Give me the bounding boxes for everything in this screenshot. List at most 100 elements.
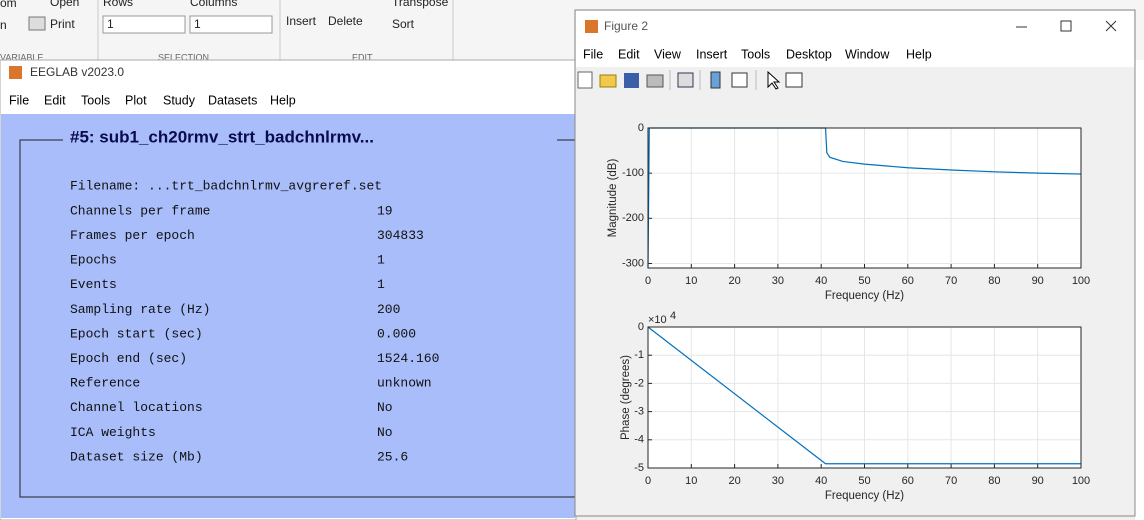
row-value: 200: [377, 302, 400, 317]
x-axis-label: Frequency (Hz): [825, 290, 904, 302]
y-tick-label: -3: [634, 406, 644, 418]
x-tick-label: 60: [902, 475, 914, 487]
row-value: 25.6: [377, 449, 408, 464]
row-label: Epoch end (sec): [70, 351, 187, 366]
row-value: 1524.160: [377, 351, 439, 366]
rows-input[interactable]: [102, 15, 186, 34]
menu-item[interactable]: Plot: [125, 93, 147, 107]
print-icon: [28, 16, 46, 31]
colorbar-icon[interactable]: [710, 71, 721, 89]
pointer-icon[interactable]: [767, 70, 781, 90]
print-icon[interactable]: [646, 74, 664, 88]
x-tick-label: 70: [945, 275, 957, 287]
row-label: Epoch start (sec): [70, 326, 203, 341]
ribbon-button[interactable]: Insert: [286, 14, 317, 28]
row-value: unknown: [377, 376, 432, 391]
figure-window: Figure 2 File Edit View Insert Tools Desktop W…: [574, 9, 1136, 517]
eeglab-window: EEGLAB v2023.0 File Edit Tools Plot Study Dat…: [0, 59, 577, 520]
x-tick-label: 30: [772, 275, 784, 287]
menu-item[interactable]: Tools: [741, 47, 770, 61]
background-panel: [1135, 60, 1144, 520]
ribbon-button[interactable]: Print: [50, 17, 75, 31]
menu-item[interactable]: Tools: [81, 93, 110, 107]
y-tick-label: -200: [622, 212, 644, 224]
menu-item[interactable]: Help: [906, 47, 932, 61]
y-tick-label: -5: [634, 462, 644, 474]
y-tick-label: -1: [634, 349, 644, 361]
row-label: Frames per epoch: [70, 228, 195, 243]
x-tick-label: 10: [685, 275, 697, 287]
menu-item[interactable]: Edit: [618, 47, 640, 61]
row-value: No: [377, 400, 393, 415]
ribbon-label: Columns: [190, 0, 237, 9]
menu-bar: File Edit Tools Plot Study Datasets Help: [9, 93, 296, 107]
menu-item[interactable]: Desktop: [786, 47, 832, 61]
columns-input[interactable]: [189, 15, 273, 34]
ribbon-button[interactable]: Delete: [328, 14, 363, 28]
link-icon[interactable]: [677, 72, 694, 88]
menu-item[interactable]: File: [9, 93, 29, 107]
toolbar: [577, 70, 803, 90]
menu-item[interactable]: Edit: [44, 93, 66, 107]
y-tick-label: -2: [634, 377, 644, 389]
x-tick-label: 90: [1032, 275, 1044, 287]
y-tick-label: -4: [634, 434, 644, 446]
dataset-title: #5: sub1_ch20rmv_strt_badchnlrmv...: [70, 127, 374, 146]
ribbon-button[interactable]: Transpose: [392, 0, 449, 9]
x-tick-label: 80: [988, 275, 1000, 287]
row-value: 304833: [377, 228, 424, 243]
axes-border: [647, 326, 1082, 469]
x-tick-label: 80: [988, 475, 1000, 487]
row-value: 1: [377, 253, 385, 268]
menu-strip: [576, 43, 1134, 67]
y-axis-label: Magnitude (dB): [607, 159, 619, 238]
menu-item[interactable]: Help: [270, 93, 296, 107]
menu-item[interactable]: Datasets: [208, 93, 257, 107]
menu-item[interactable]: Insert: [696, 47, 728, 61]
x-tick-label: 20: [728, 275, 740, 287]
filename: Filename: ...trt_badchnlrmv_avgreref.set: [70, 178, 382, 193]
x-tick-label: 50: [858, 275, 870, 287]
plots: 0 10 20 30 40 50 60 70 80 90 1000-100-200-300Frequ…: [576, 95, 1134, 515]
input-value: 1: [194, 17, 201, 31]
row-label: Dataset size (Mb): [70, 449, 203, 464]
panel-frame: [19, 139, 575, 498]
menu-item[interactable]: Study: [163, 93, 196, 107]
open-icon[interactable]: [599, 74, 617, 88]
row-value: 19: [377, 203, 393, 218]
x-tick-label: 30: [772, 475, 784, 487]
menu-item[interactable]: View: [654, 47, 682, 61]
x-tick-label: 0: [645, 475, 651, 487]
y-tick-label: -100: [622, 167, 644, 179]
info-panel: [1, 114, 575, 518]
x-tick-label: 10: [685, 475, 697, 487]
row-label: Events: [70, 277, 117, 292]
property-icon[interactable]: [785, 72, 803, 88]
close-button[interactable]: [1105, 20, 1117, 32]
x-tick-label: 40: [815, 475, 827, 487]
ribbon-button[interactable]: Open: [50, 0, 79, 9]
legend-icon[interactable]: [731, 72, 748, 88]
info-rows: Channels per frame 19 Frames per epoch 3048…: [70, 203, 439, 464]
save-icon[interactable]: [624, 73, 639, 88]
input-value: 1: [107, 17, 114, 31]
ribbon-label: Rows: [103, 0, 133, 9]
y-axis-label: Phase (degrees): [620, 355, 632, 440]
app-icon: [585, 20, 598, 33]
x-tick-label: 20: [728, 475, 740, 487]
row-label: Epochs: [70, 253, 117, 268]
maximize-button[interactable]: [1060, 20, 1072, 32]
ribbon-button[interactable]: Sort: [392, 17, 415, 31]
ribbon-text: n: [0, 18, 7, 32]
new-icon[interactable]: [577, 71, 593, 89]
ribbon-section: SELECTION: [158, 52, 209, 62]
menu-item[interactable]: File: [583, 47, 603, 61]
menu-item[interactable]: Window: [845, 47, 890, 61]
x-tick-label: 100: [1072, 275, 1090, 287]
window-title: EEGLAB v2023.0: [30, 65, 124, 79]
row-label: ICA weights: [70, 425, 156, 440]
ribbon-section: EDIT: [352, 52, 373, 62]
title-bar: [576, 11, 1134, 43]
